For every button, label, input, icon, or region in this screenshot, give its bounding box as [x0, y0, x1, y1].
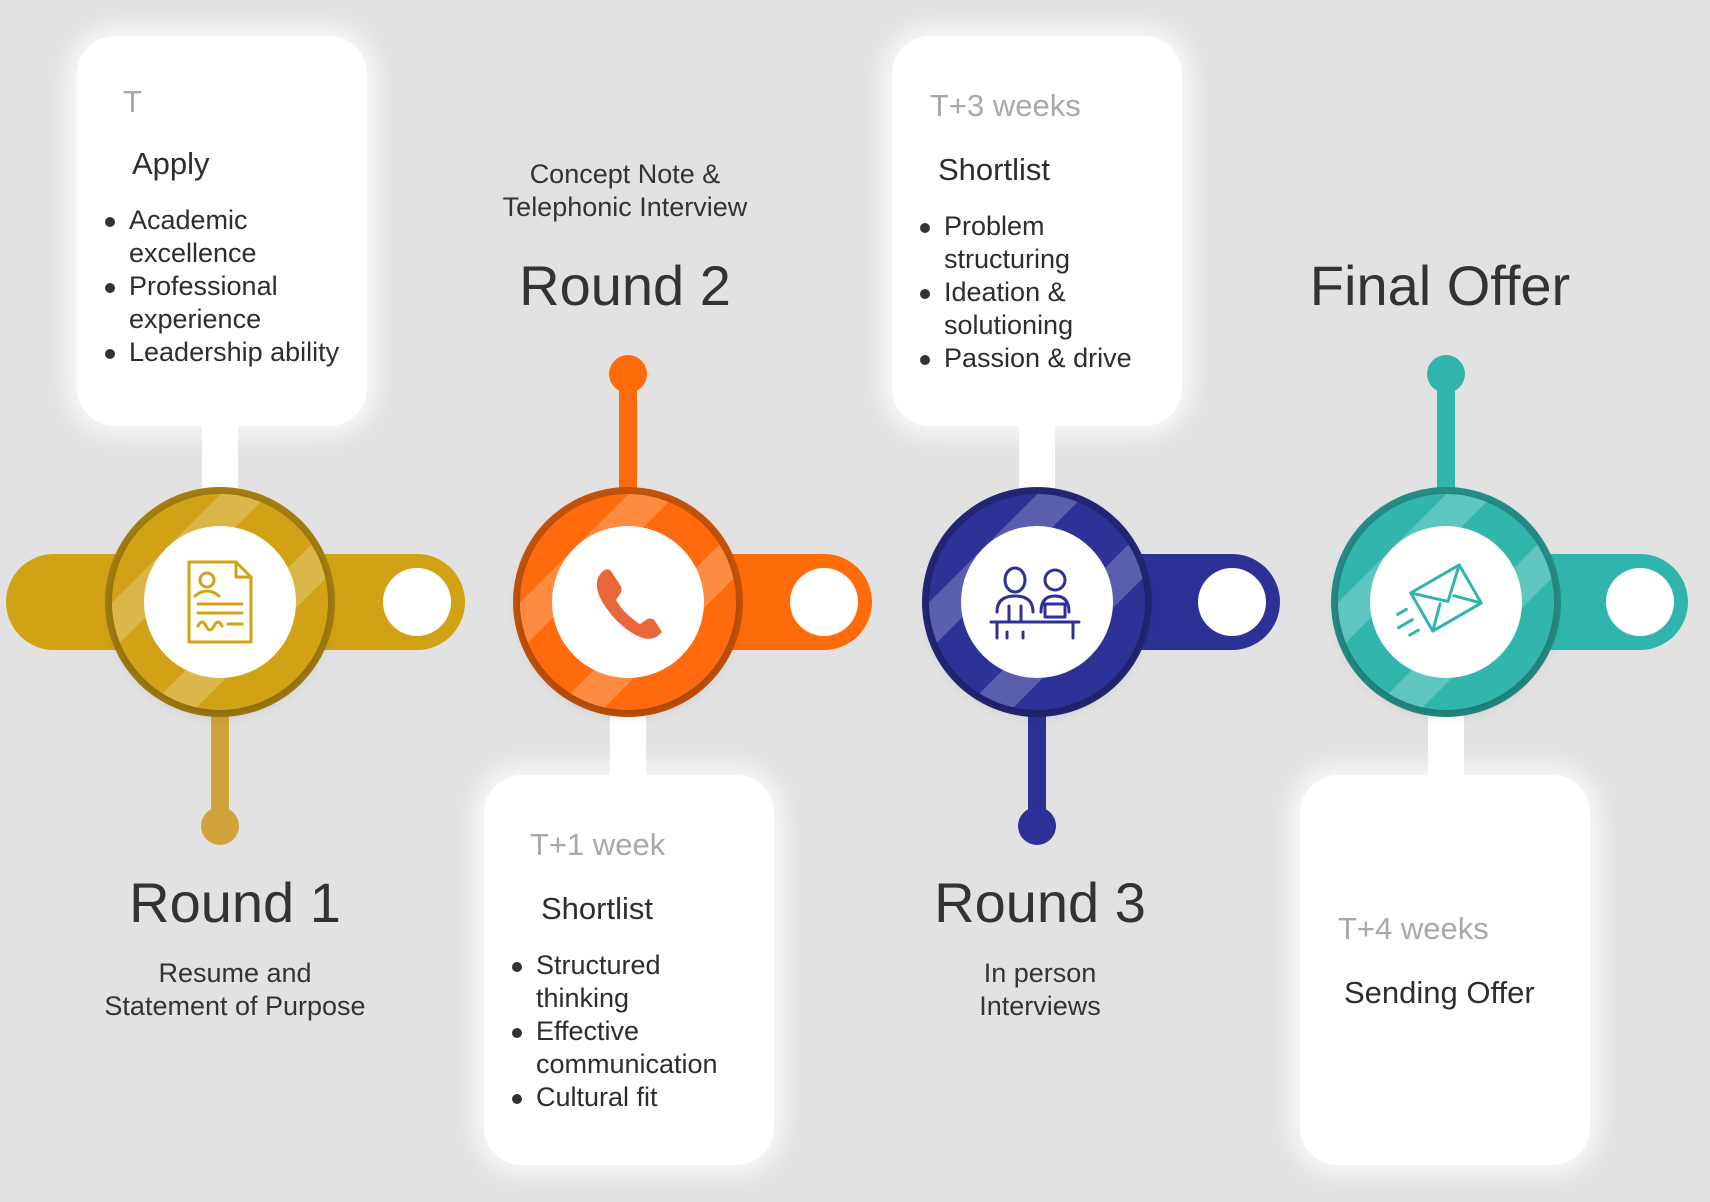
stem-dot: [201, 807, 239, 845]
list-item: Ideation & solutioning: [916, 276, 1104, 342]
subtitle-line: In person: [983, 958, 1097, 988]
stem-line: [1028, 690, 1046, 826]
subtitle-line: Statement of Purpose: [104, 991, 366, 1021]
round-title: Round 2: [519, 254, 731, 317]
card-round2: T+1 week Shortlist Structured thinking E…: [484, 775, 774, 1165]
bar-dot: [383, 568, 451, 636]
card-final: T+4 weeks Sending Offer: [1300, 775, 1590, 1165]
stem-line: [619, 374, 637, 514]
card-time: T+3 weeks: [930, 88, 1081, 123]
stage-icons: [187, 560, 1483, 644]
stage-node: [513, 487, 743, 717]
subtitle-line: Resume and: [158, 958, 312, 988]
subtitle-line: Concept Note &: [529, 159, 721, 189]
card-bullet-list: Problem structuring Ideation & solutioni…: [916, 210, 1184, 375]
list-item: Professional experience: [101, 270, 309, 336]
list-item: Problem structuring: [916, 210, 1094, 276]
card-time: T: [123, 84, 142, 119]
card-time: T+1 week: [530, 827, 666, 862]
stage-node: [922, 487, 1152, 717]
resume-document-icon: [187, 560, 253, 644]
list-item: Effective communication: [508, 1015, 736, 1081]
round-title: Final Offer: [1309, 254, 1571, 317]
stem-dot: [1427, 355, 1465, 393]
stem-line: [1437, 374, 1455, 514]
card-bullet-list: Structured thinking Effective communicat…: [508, 949, 756, 1114]
stem-line: [211, 690, 229, 826]
list-item: Academic excellence: [101, 204, 279, 270]
stem-dot: [609, 355, 647, 393]
stage-nodes: [105, 487, 1561, 717]
phone-icon: [596, 569, 662, 639]
bar-dot: [1606, 568, 1674, 636]
round-title: Round 3: [934, 871, 1146, 934]
card-round3: T+3 weeks Shortlist Problem structuring …: [892, 36, 1182, 426]
subtitle-line: Telephonic Interview: [502, 192, 748, 222]
round-subtitle: In person Interviews: [860, 957, 1220, 1023]
node-center: [961, 526, 1113, 678]
interview-people-icon: [989, 566, 1081, 640]
list-item: Leadership ability: [101, 336, 379, 369]
card-title: Shortlist: [541, 891, 653, 926]
stem-dot: [1018, 807, 1056, 845]
card-time: T+4 weeks: [1338, 911, 1489, 946]
card-title: Apply: [132, 146, 210, 181]
card-round1: T Apply Academic excellence Professional…: [77, 36, 367, 426]
round-subtitle: Resume and Statement of Purpose: [55, 957, 415, 1023]
envelope-send-icon: [1396, 563, 1483, 637]
node-center: [552, 526, 704, 678]
round-title: Round 1: [129, 871, 341, 934]
round-subtitle: Concept Note & Telephonic Interview: [445, 158, 805, 224]
stage-stems: [201, 355, 1465, 845]
list-item: Structured thinking: [508, 949, 686, 1015]
list-item: Cultural fit: [508, 1081, 756, 1114]
card-title: Shortlist: [938, 152, 1050, 187]
node-center: [144, 526, 296, 678]
bar-dot: [1198, 568, 1266, 636]
card-bullet-list: Academic excellence Professional experie…: [101, 204, 379, 369]
stage-node: [105, 487, 335, 717]
list-item: Passion & drive: [916, 342, 1184, 375]
card-title: Sending Offer: [1344, 975, 1535, 1010]
bar-dot: [790, 568, 858, 636]
subtitle-line: Interviews: [979, 991, 1101, 1021]
